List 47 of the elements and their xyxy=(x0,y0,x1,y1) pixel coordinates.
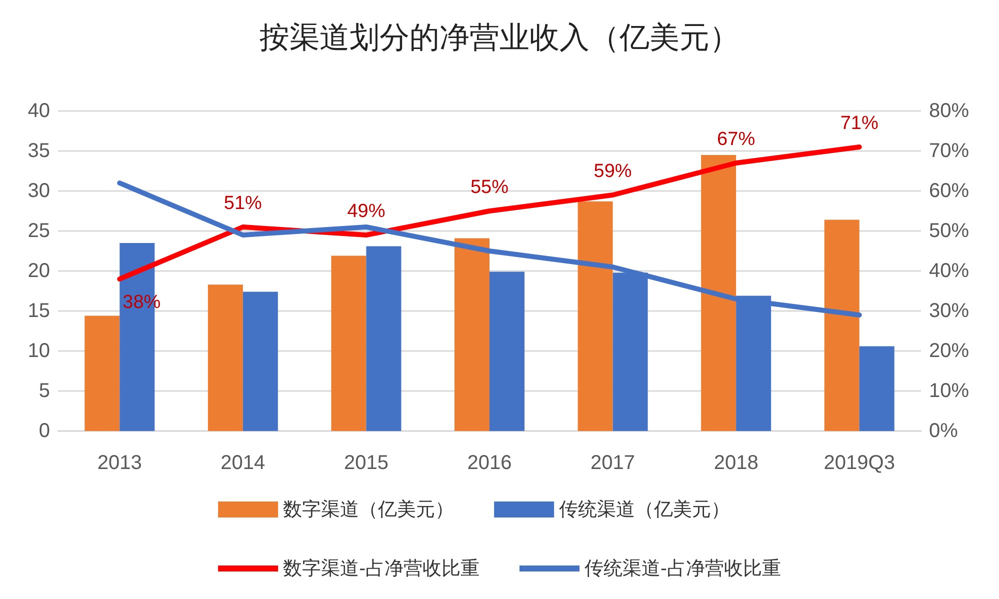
y2-tick-label: 0% xyxy=(929,420,958,442)
x-tick-label: 2016 xyxy=(467,452,512,474)
x-tick-label: 2017 xyxy=(590,452,636,474)
bar xyxy=(242,292,278,431)
x-tick-label: 2014 xyxy=(220,452,266,474)
x-tick-label: 2015 xyxy=(344,452,388,474)
bar xyxy=(454,238,490,431)
y2-tick-label: 10% xyxy=(929,380,970,402)
y2-tick-label: 70% xyxy=(929,140,970,162)
data-label: 59% xyxy=(594,161,632,182)
y-tick-label: 20 xyxy=(28,260,50,282)
data-label: 51% xyxy=(224,193,262,214)
y2-tick-label: 30% xyxy=(929,300,970,322)
bar xyxy=(701,155,736,431)
y2-tick-label: 80% xyxy=(929,100,970,122)
y-tick-label: 30 xyxy=(28,180,50,202)
y-tick-label: 35 xyxy=(28,140,50,162)
y-tick-label: 15 xyxy=(28,300,50,322)
bar xyxy=(859,346,894,431)
x-tick-label: 2013 xyxy=(97,452,142,474)
bar xyxy=(331,256,366,431)
data-label: 67% xyxy=(717,129,756,150)
y-tick-label: 5 xyxy=(38,380,50,402)
legend-label: 数字渠道-占净营收比重 xyxy=(283,558,480,580)
bar xyxy=(578,201,613,431)
y-tick-label: 25 xyxy=(28,220,50,242)
y-tick-label: 0 xyxy=(38,420,50,442)
bar xyxy=(490,272,524,431)
y-tick-label: 40 xyxy=(28,100,50,122)
bar xyxy=(824,220,860,431)
y2-tick-label: 40% xyxy=(929,260,970,282)
legend-label: 传统渠道（亿美元） xyxy=(559,498,730,520)
chart-title: 按渠道划分的净营业收入（亿美元） xyxy=(260,20,740,56)
y2-tick-label: 20% xyxy=(929,340,970,362)
x-tick-label: 2019Q3 xyxy=(824,452,895,474)
bar xyxy=(366,246,402,431)
data-label: 71% xyxy=(840,113,878,134)
bar xyxy=(84,316,120,431)
legend-label: 传统渠道-占净营收比重 xyxy=(584,558,781,580)
y-tick-label: 10 xyxy=(28,340,50,362)
y2-tick-label: 60% xyxy=(929,180,970,202)
y2-tick-label: 50% xyxy=(929,220,970,242)
data-label: 55% xyxy=(470,177,509,198)
legend-label: 数字渠道（亿美元） xyxy=(283,498,454,520)
bar xyxy=(208,284,243,431)
data-label: 49% xyxy=(347,201,386,222)
x-tick-label: 2018 xyxy=(714,452,758,474)
